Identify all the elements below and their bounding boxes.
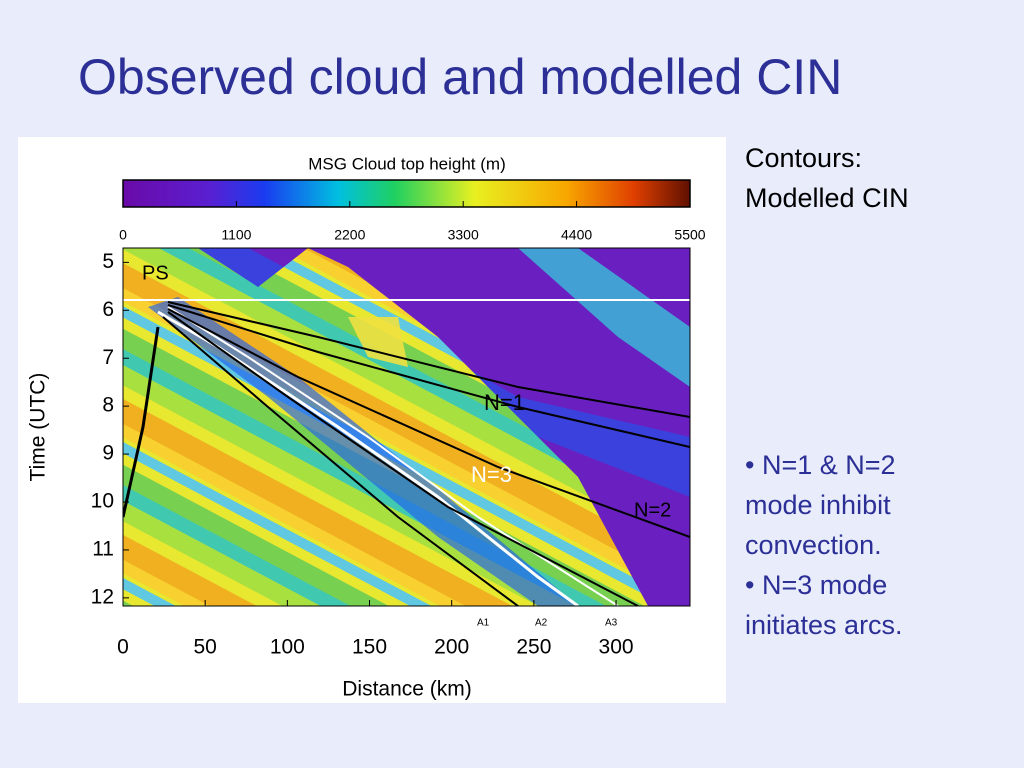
y-tick-label: 7	[102, 346, 114, 369]
annotation: A1	[477, 618, 490, 629]
y-tick-label: 11	[92, 537, 114, 560]
x-tick-label: 300	[599, 636, 634, 659]
x-tick-label: 250	[516, 636, 551, 659]
x-tick-label: 0	[117, 636, 129, 659]
colorbar-title: MSG Cloud top height (m)	[308, 154, 505, 173]
contour-black	[123, 326, 160, 518]
contour-black	[162, 316, 519, 606]
x-tick-label: 50	[193, 636, 216, 659]
y-tick-label: 12	[91, 585, 114, 608]
bullet: N=3 mode initiates arcs.	[745, 565, 960, 645]
colorbar	[122, 179, 691, 208]
colorbar-tick-label: 4400	[561, 227, 592, 243]
contour-black	[167, 308, 690, 538]
bullet: N=1 & N=2 mode inhibit convection.	[745, 445, 960, 565]
contour-black	[167, 301, 690, 418]
colorbar-tick-label: 5500	[674, 227, 705, 243]
slide-title: Observed cloud and modelled CIN	[78, 49, 843, 105]
annotation: A2	[535, 618, 548, 629]
notes-bullets: N=1 & N=2 mode inhibit convection.N=3 mo…	[745, 445, 960, 645]
colorbar-tick-label: 0	[119, 227, 127, 243]
annotation: A3	[605, 618, 618, 629]
y-tick-label: 8	[102, 394, 114, 417]
x-tick-label: 100	[270, 636, 305, 659]
annotation: N=2	[634, 499, 671, 521]
x-tick-label: 150	[352, 636, 387, 659]
y-tick-label: 9	[102, 442, 114, 465]
figure: MSG Cloud top height (m) Time (UTC) Dist…	[18, 137, 726, 703]
y-tick-label: 5	[102, 250, 114, 273]
contour-black	[167, 304, 690, 448]
y-axis-label: Time (UTC)	[27, 373, 50, 482]
colorbar-tick-label: 1100	[221, 227, 251, 243]
x-tick-label: 200	[434, 636, 469, 659]
notes-heading: Contours: Modelled CIN	[745, 143, 909, 213]
plot-frame	[122, 247, 691, 607]
heatmap-band	[123, 248, 690, 497]
annotation: PS	[142, 262, 169, 284]
contour-black	[167, 311, 639, 606]
annotation: N=1	[484, 390, 525, 415]
heatmap-blob	[348, 317, 408, 367]
x-axis-label: Distance (km)	[342, 678, 472, 701]
annotation: N=3	[471, 462, 512, 487]
colorbar-tick-label: 2200	[334, 227, 365, 243]
heatmap	[123, 248, 690, 606]
heatmap-band	[518, 248, 690, 387]
colorbar-tick-label: 3300	[448, 227, 479, 243]
heatmap-region	[123, 248, 648, 606]
y-tick-label: 6	[102, 298, 114, 321]
y-tick-label: 10	[91, 490, 114, 513]
